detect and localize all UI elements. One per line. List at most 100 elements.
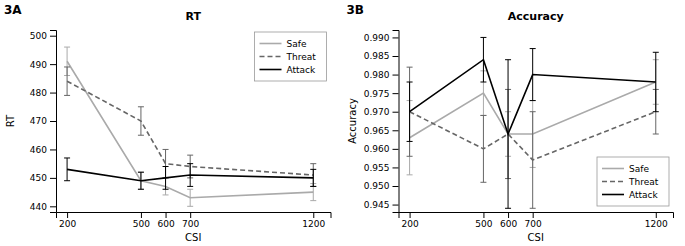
series — [64, 158, 316, 189]
y-tick: 0.980 — [364, 70, 399, 80]
error-bar — [64, 67, 70, 95]
x-tick-mark — [190, 212, 191, 218]
legend-label: Attack — [287, 65, 317, 75]
x-tick-mark — [67, 212, 68, 218]
error-bar — [530, 49, 536, 101]
x-tick: 600 — [157, 212, 174, 229]
y-tick-mark — [393, 205, 399, 206]
line — [67, 61, 313, 198]
y-tick-mark — [50, 93, 56, 94]
y-tick: 440 — [30, 202, 56, 212]
y-tick: 0.965 — [364, 126, 399, 136]
y-tick-mark — [393, 93, 399, 94]
panel-label: 3B — [347, 3, 365, 17]
y-tick-label: 470 — [30, 116, 47, 126]
error-bar — [407, 82, 413, 141]
legend-item: Attack — [602, 190, 659, 200]
x-tick-mark — [483, 212, 484, 218]
y-tick: 0.945 — [364, 200, 399, 210]
error-bar — [480, 37, 486, 82]
y-tick-label: 0.945 — [364, 200, 390, 210]
y-tick-label: 0.985 — [364, 51, 390, 61]
error-bar — [187, 189, 193, 206]
y-tick-label: 450 — [30, 173, 47, 183]
y-axis-line — [50, 31, 57, 213]
x-tick: 700 — [525, 212, 542, 229]
y-axis: 0.9450.9500.9550.9600.9650.9700.9750.980… — [364, 31, 399, 213]
legend-label: Threat — [628, 177, 659, 187]
y-tick-mark — [393, 186, 399, 187]
x-axis-title: CSI — [528, 232, 544, 243]
y-tick-mark — [393, 37, 399, 38]
y-tick-mark — [50, 121, 56, 122]
legend-label: Attack — [629, 190, 659, 200]
y-tick: 0.990 — [364, 33, 399, 43]
error-bar — [310, 164, 316, 187]
x-tick-mark — [141, 212, 142, 218]
x-axis-line — [57, 213, 332, 219]
y-tick-label: 480 — [30, 88, 47, 98]
y-tick-mark — [50, 36, 56, 37]
legend-frame — [597, 157, 669, 206]
legend-label: Safe — [287, 39, 307, 49]
x-tick-mark — [313, 212, 314, 218]
y-tick: 0.960 — [364, 144, 399, 154]
error-bar — [530, 112, 536, 209]
y-tick-label: 0.975 — [364, 89, 390, 99]
y-tick-label: 0.990 — [364, 33, 390, 43]
x-tick: 600 — [500, 212, 517, 229]
panel: 200 500 600 700 1200 440 450 460 470 480 490 500 RT C… — [4, 3, 331, 243]
y-axis-title: Accuracy — [347, 98, 358, 144]
y-tick-mark — [393, 75, 399, 76]
legend-swatch — [260, 69, 282, 71]
y-axis-line — [393, 31, 400, 213]
y-tick: 0.970 — [364, 107, 399, 117]
y-tick: 500 — [30, 31, 56, 41]
x-tick-label: 500 — [133, 219, 150, 229]
y-tick-label: 500 — [30, 31, 47, 41]
legend-swatch — [602, 194, 624, 196]
error-bar — [138, 172, 144, 189]
y-tick-label: 0.955 — [364, 163, 390, 173]
y-tick: 470 — [30, 116, 56, 126]
legend-label: Safe — [629, 164, 649, 174]
x-tick: 200 — [59, 212, 76, 229]
legend-swatch — [602, 181, 624, 183]
x-tick: 700 — [182, 212, 199, 229]
y-axis: 440 450 460 470 480 490 500 — [30, 31, 57, 213]
x-axis: 2005006007001200 — [399, 212, 674, 229]
y-tick-mark — [50, 149, 56, 150]
x-tick-label: 700 — [182, 219, 199, 229]
x-tick-mark — [656, 212, 657, 218]
y-axis-title: RT — [5, 114, 16, 127]
title: RT — [186, 10, 202, 23]
y-tick-label: 460 — [30, 145, 47, 155]
x-axis-line — [399, 213, 674, 219]
y-tick: 0.985 — [364, 51, 399, 61]
y-tick: 0.975 — [364, 89, 399, 99]
legend: Safe Threat Attack — [255, 32, 327, 81]
error-bar — [163, 167, 169, 190]
y-tick: 460 — [30, 145, 56, 155]
x-tick-mark — [166, 212, 167, 218]
y-tick: 0.955 — [364, 163, 399, 173]
y-tick: 480 — [30, 88, 56, 98]
legend-item: Attack — [260, 65, 317, 75]
x-tick-label: 500 — [475, 219, 492, 229]
legend-item: Safe — [260, 39, 307, 49]
x-axis-title: CSI — [185, 232, 201, 243]
y-tick-label: 440 — [30, 202, 47, 212]
panel-label: 3A — [4, 3, 22, 17]
x-tick: 1200 — [302, 212, 325, 229]
error-bar — [138, 107, 144, 135]
legend-label: Threat — [286, 52, 317, 62]
error-bar — [407, 67, 413, 156]
x-tick-label: 700 — [525, 219, 542, 229]
x-tick-mark — [410, 212, 411, 218]
legend-swatch — [602, 168, 624, 170]
y-tick: 490 — [30, 60, 56, 70]
y-tick-mark — [50, 64, 56, 65]
y-tick-label: 490 — [30, 60, 47, 70]
error-bar — [64, 158, 70, 181]
y-tick-mark — [393, 167, 399, 168]
